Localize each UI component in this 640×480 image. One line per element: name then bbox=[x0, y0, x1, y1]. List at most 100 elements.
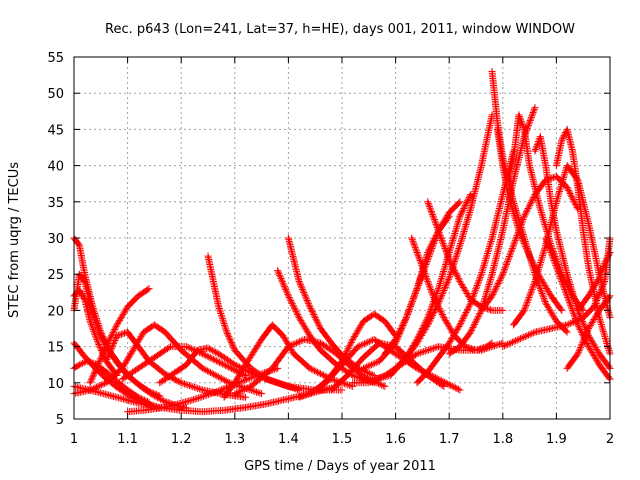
data-point-marker bbox=[91, 331, 99, 339]
data-point-marker bbox=[94, 361, 102, 369]
data-point-marker bbox=[207, 346, 215, 354]
series-arc-04 bbox=[70, 234, 164, 400]
data-point-marker bbox=[275, 379, 283, 387]
data-point-marker bbox=[220, 320, 228, 328]
data-point-marker bbox=[279, 381, 287, 389]
data-point-marker bbox=[241, 376, 249, 384]
data-point-marker bbox=[217, 310, 225, 318]
data-point-marker bbox=[209, 389, 217, 397]
data-point-marker bbox=[111, 336, 119, 344]
data-point-marker bbox=[225, 363, 233, 371]
data-point-marker bbox=[223, 328, 231, 336]
data-point-marker bbox=[127, 349, 135, 357]
series-arc-13 bbox=[204, 252, 346, 394]
data-point-marker bbox=[338, 386, 346, 394]
data-point-marker bbox=[97, 353, 105, 361]
data-point-marker bbox=[99, 334, 107, 342]
data-point-marker bbox=[113, 332, 121, 340]
data-point-marker bbox=[110, 340, 118, 348]
data-point-marker bbox=[117, 330, 125, 338]
series-arc-07 bbox=[86, 285, 153, 387]
data-point-marker bbox=[91, 311, 99, 319]
data-point-marker bbox=[117, 313, 125, 321]
data-point-marker bbox=[89, 303, 97, 311]
data-point-marker bbox=[98, 331, 106, 339]
data-point-marker bbox=[231, 379, 239, 387]
data-point-marker bbox=[153, 391, 161, 399]
data-point-marker bbox=[206, 354, 214, 362]
data-point-marker bbox=[110, 338, 118, 346]
data-point-marker bbox=[92, 332, 100, 340]
data-point-marker bbox=[212, 357, 220, 365]
data-point-marker bbox=[190, 396, 198, 404]
data-point-marker bbox=[217, 311, 225, 319]
data-point-marker bbox=[202, 351, 210, 359]
data-point-marker bbox=[96, 326, 104, 334]
data-point-marker bbox=[91, 367, 99, 375]
data-point-marker bbox=[119, 363, 127, 371]
data-point-marker bbox=[98, 352, 106, 360]
data-point-marker bbox=[137, 333, 145, 341]
data-point-marker bbox=[229, 343, 237, 351]
data-point-marker bbox=[229, 342, 237, 350]
data-point-marker bbox=[97, 381, 105, 389]
data-point-marker bbox=[103, 341, 111, 349]
y-tick-label: 5 bbox=[56, 413, 64, 428]
data-point-marker bbox=[136, 394, 144, 402]
data-point-marker bbox=[89, 304, 97, 312]
data-point-marker bbox=[150, 389, 158, 397]
data-point-marker bbox=[147, 388, 155, 396]
data-point-marker bbox=[145, 387, 153, 395]
data-point-marker bbox=[219, 375, 227, 383]
data-point-marker bbox=[93, 383, 101, 391]
data-point-marker bbox=[121, 360, 129, 368]
data-point-marker bbox=[195, 394, 203, 402]
data-point-marker bbox=[193, 395, 201, 403]
data-point-marker bbox=[128, 348, 136, 356]
data-point-marker bbox=[126, 351, 134, 359]
data-point-marker bbox=[96, 344, 104, 352]
x-tick-label: 1.5 bbox=[332, 432, 353, 447]
data-series bbox=[70, 67, 614, 416]
data-point-marker bbox=[106, 348, 114, 356]
data-point-marker bbox=[215, 358, 223, 366]
data-point-marker bbox=[157, 395, 165, 403]
data-point-marker bbox=[122, 358, 130, 366]
data-point-marker bbox=[273, 379, 281, 387]
chart-title: Rec. p643 (Lon=241, Lat=37, h=HE), days … bbox=[105, 22, 575, 37]
data-point-marker bbox=[136, 334, 144, 342]
data-point-marker bbox=[89, 373, 97, 381]
data-point-marker bbox=[270, 377, 278, 385]
data-point-marker bbox=[102, 357, 110, 365]
data-point-marker bbox=[102, 343, 110, 351]
data-point-marker bbox=[91, 310, 99, 318]
series-arc-10 bbox=[118, 343, 250, 383]
data-point-marker bbox=[180, 380, 188, 388]
data-point-marker bbox=[213, 388, 221, 396]
data-point-marker bbox=[211, 356, 219, 364]
data-point-marker bbox=[145, 398, 153, 406]
data-point-marker bbox=[268, 377, 276, 385]
data-point-marker bbox=[263, 375, 271, 383]
data-point-marker bbox=[219, 360, 227, 368]
data-point-marker bbox=[85, 358, 93, 366]
data-point-marker bbox=[87, 319, 95, 327]
data-point-marker bbox=[223, 330, 231, 338]
data-point-marker bbox=[221, 321, 229, 329]
data-point-marker bbox=[179, 379, 187, 387]
data-point-marker bbox=[174, 377, 182, 385]
data-point-marker bbox=[276, 380, 284, 388]
data-point-marker bbox=[199, 364, 207, 372]
x-tick-label: 1.1 bbox=[117, 432, 138, 447]
data-point-marker bbox=[211, 371, 219, 379]
data-point-marker bbox=[139, 395, 147, 403]
x-tick-label: 1 bbox=[70, 432, 78, 447]
data-point-marker bbox=[94, 320, 102, 328]
data-point-marker bbox=[142, 397, 150, 405]
data-point-marker bbox=[242, 376, 250, 384]
data-point-marker bbox=[110, 327, 118, 335]
data-point-marker bbox=[87, 377, 95, 385]
data-point-marker bbox=[265, 376, 273, 384]
data-point-marker bbox=[87, 358, 95, 366]
